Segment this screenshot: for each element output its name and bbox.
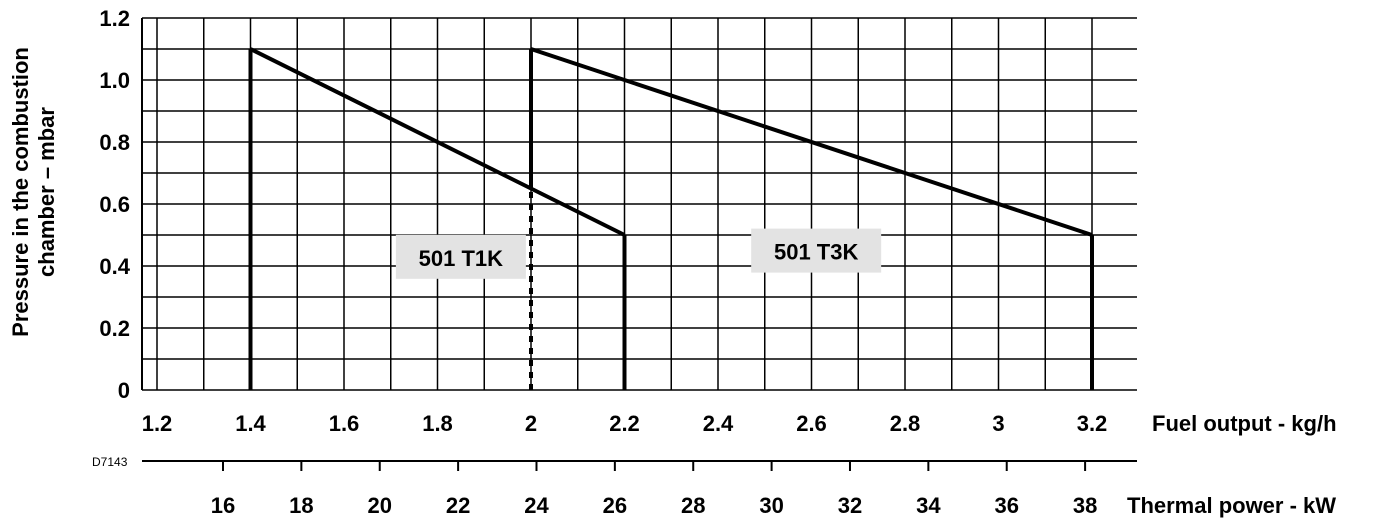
figure-code: D7143 — [92, 455, 128, 469]
series-label-box — [395, 234, 526, 279]
secondary-x-axis-title: Thermal power - kW — [1127, 493, 1336, 518]
series-label-box — [751, 228, 882, 273]
secondary-x-tick-label: 28 — [681, 493, 705, 518]
axis-titles: Pressure in the combustion chamber – mba… — [8, 47, 1337, 518]
secondary-x-tick-label: 32 — [838, 493, 862, 518]
x-tick-label: 2.8 — [890, 411, 921, 436]
y-tick-label: 1.0 — [99, 68, 130, 93]
x-tick-label: 1.8 — [422, 411, 453, 436]
secondary-x-tick-label: 30 — [759, 493, 783, 518]
x-tick-label: 1.6 — [329, 411, 360, 436]
secondary-x-tick-label: 24 — [524, 493, 549, 518]
secondary-x-tick-label: 26 — [603, 493, 627, 518]
series-2-top-edge — [530, 47, 1093, 237]
x-tick-label: 2.4 — [703, 411, 734, 436]
series-label-text: 501 T3K — [774, 240, 858, 265]
secondary-x-tick-label: 22 — [446, 493, 470, 518]
y-tick-label: 0 — [118, 378, 130, 403]
x-tick-label: 2.2 — [609, 411, 640, 436]
y-tick-label: 0.8 — [99, 130, 130, 155]
series-label-2: 501 T3K — [751, 228, 882, 273]
secondary-axis: 16 18 20 22 24 26 28 30 32 34 36 38 — [142, 460, 1137, 518]
secondary-x-tick-label: 18 — [289, 493, 313, 518]
x-tick-label: 3.2 — [1077, 411, 1108, 436]
x-tick-label: 3 — [992, 411, 1004, 436]
axes: 0 0.2 0.4 0.6 0.8 1.0 1.2 1.2 1.4 1.6 1.8 2 2.2 2.4 2.… — [99, 6, 1107, 436]
grid — [142, 17, 1137, 391]
series-label-1: 501 T1K — [395, 234, 526, 279]
y-axis-title-line-1: Pressure in the combustion — [8, 47, 33, 337]
y-tick-label: 0.4 — [99, 254, 130, 279]
secondary-x-tick-label: 38 — [1073, 493, 1097, 518]
series-label-text: 501 T1K — [419, 246, 503, 271]
secondary-x-tick-label: 20 — [367, 493, 391, 518]
series-labels: 501 T1K 501 T3K — [395, 228, 882, 279]
secondary-x-tick-label: 34 — [916, 493, 941, 518]
secondary-x-tick-label: 16 — [211, 493, 235, 518]
x-tick-label: 2.6 — [796, 411, 827, 436]
y-tick-label: 0.2 — [99, 316, 130, 341]
secondary-x-tick-label: 36 — [994, 493, 1018, 518]
x-tick-label: 2 — [525, 411, 537, 436]
y-tick-label: 1.2 — [99, 6, 130, 31]
y-tick-label: 0.6 — [99, 192, 130, 217]
x-tick-label: 1.2 — [142, 411, 173, 436]
series-1-top-edge — [249, 47, 626, 237]
x-axis-title: Fuel output - kg/h — [1152, 411, 1337, 436]
x-tick-label: 1.4 — [235, 411, 266, 436]
series-lines — [248, 47, 1094, 390]
y-axis-title-line-2: chamber – mbar — [34, 107, 59, 277]
